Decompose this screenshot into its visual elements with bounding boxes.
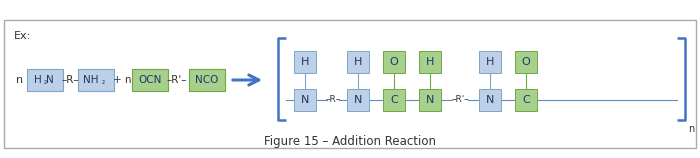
Text: –R'–: –R'–	[451, 95, 469, 104]
Text: C: C	[390, 95, 398, 105]
Text: H: H	[426, 57, 434, 67]
Bar	[132, 69, 168, 91]
Bar	[515, 89, 537, 111]
Bar	[479, 89, 501, 111]
Text: H: H	[34, 75, 42, 85]
Text: –R–: –R–	[61, 75, 79, 85]
Text: + n: + n	[113, 75, 132, 85]
Bar	[419, 51, 441, 73]
Bar	[189, 69, 225, 91]
Text: Figure 15 – Addition Reaction: Figure 15 – Addition Reaction	[264, 135, 436, 148]
Text: N: N	[46, 75, 54, 85]
Text: n: n	[688, 124, 694, 134]
Bar	[515, 51, 537, 73]
Text: Ex:: Ex:	[14, 31, 32, 41]
Text: NCO: NCO	[195, 75, 218, 85]
Text: O: O	[522, 57, 531, 67]
Text: –R'–: –R'–	[167, 75, 188, 85]
Text: N: N	[426, 95, 434, 105]
Text: –R–: –R–	[326, 95, 341, 104]
Text: NH: NH	[83, 75, 99, 85]
Text: C: C	[522, 95, 530, 105]
Text: ₂: ₂	[102, 78, 104, 86]
Text: n: n	[16, 75, 24, 85]
Text: H: H	[301, 57, 309, 67]
Bar	[419, 89, 441, 111]
Text: N: N	[354, 95, 362, 105]
Bar	[294, 51, 316, 73]
Bar	[27, 69, 63, 91]
Bar	[479, 51, 501, 73]
Text: H: H	[486, 57, 494, 67]
Text: N: N	[486, 95, 494, 105]
Text: ₂: ₂	[44, 78, 47, 86]
Bar	[78, 69, 114, 91]
Bar	[347, 89, 369, 111]
Text: H: H	[354, 57, 362, 67]
Text: N: N	[301, 95, 309, 105]
Bar	[383, 51, 405, 73]
Bar	[4, 20, 696, 148]
Text: OCN: OCN	[139, 75, 162, 85]
Bar	[347, 51, 369, 73]
Bar	[383, 89, 405, 111]
Text: O: O	[390, 57, 398, 67]
Bar	[294, 89, 316, 111]
